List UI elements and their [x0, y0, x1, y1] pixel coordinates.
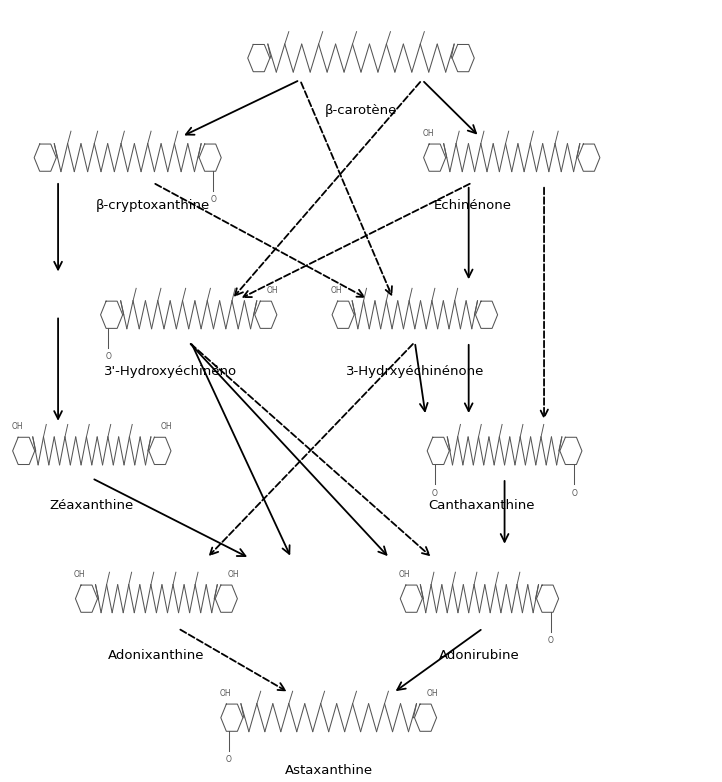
Text: Astaxanthine: Astaxanthine [284, 764, 373, 777]
Text: 3-Hydrxyéchinénone: 3-Hydrxyéchinénone [346, 365, 484, 378]
Text: OH: OH [399, 570, 411, 579]
Text: β-cryptoxanthine: β-cryptoxanthine [96, 199, 210, 213]
Text: OH: OH [12, 422, 23, 431]
Text: Zéaxanthine: Zéaxanthine [50, 499, 134, 512]
Text: OH: OH [422, 129, 434, 138]
Text: O: O [571, 489, 577, 497]
Text: O: O [225, 755, 232, 765]
Text: OH: OH [227, 570, 239, 579]
Text: O: O [548, 637, 554, 645]
Text: O: O [105, 353, 111, 361]
Text: Adonirubine: Adonirubine [439, 649, 520, 662]
Text: OH: OH [219, 689, 231, 698]
Text: O: O [432, 489, 438, 497]
Text: OH: OH [161, 422, 173, 431]
Text: OH: OH [427, 689, 438, 698]
Text: O: O [211, 196, 217, 204]
Text: OH: OH [266, 286, 278, 295]
Text: 3'-Hydroxyéchinéno: 3'-Hydroxyéchinéno [104, 365, 238, 378]
Text: β-carotène: β-carotène [325, 105, 397, 117]
Text: OH: OH [331, 286, 342, 295]
Text: OH: OH [74, 570, 86, 579]
Text: Adonixanthine: Adonixanthine [108, 649, 204, 662]
Text: Echinénone: Echinénone [433, 199, 511, 213]
Text: Canthaxanthine: Canthaxanthine [428, 499, 535, 512]
